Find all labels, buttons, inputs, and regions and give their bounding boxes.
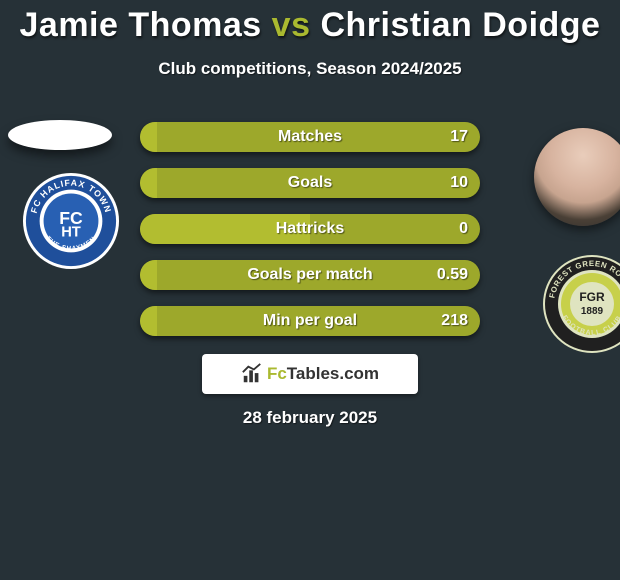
stat-bar: Hattricks 0: [140, 214, 480, 244]
stat-label: Goals: [140, 168, 480, 198]
club-badge-left: FC HALIFAX TOWN THE SHAYMEN FC HT: [22, 172, 120, 270]
stat-label: Goals per match: [140, 260, 480, 290]
stat-bars: Matches 17 Goals 10 Hattricks 0 Goals pe…: [140, 122, 480, 352]
svg-text:1889: 1889: [581, 306, 604, 317]
avatar-player2: [534, 128, 620, 226]
title-vs: vs: [272, 6, 311, 44]
brand-logo: FcTables.com: [202, 354, 418, 394]
stat-value-right: 10: [450, 168, 468, 198]
date-text: 28 february 2025: [0, 408, 620, 428]
stat-label: Min per goal: [140, 306, 480, 336]
stat-value-right: 0.59: [437, 260, 468, 290]
comparison-title: Jamie Thomas vs Christian Doidge: [0, 0, 620, 45]
stat-label: Hattricks: [140, 214, 480, 244]
stat-value-right: 17: [450, 122, 468, 152]
avatar-player1: [8, 120, 112, 150]
stat-bar: Goals per match 0.59: [140, 260, 480, 290]
title-player1: Jamie Thomas: [20, 6, 262, 44]
subtitle: Club competitions, Season 2024/2025: [0, 59, 620, 79]
stat-value-right: 218: [441, 306, 468, 336]
bar-chart-icon: [241, 363, 263, 385]
stat-label: Matches: [140, 122, 480, 152]
club-badge-right: FOREST GREEN ROVERS FOOTBALL CLUB FGR 18…: [542, 254, 620, 354]
svg-text:HT: HT: [61, 225, 81, 241]
brand-text: FcTables.com: [267, 364, 379, 384]
stat-value-right: 0: [459, 214, 468, 244]
stat-bar: Matches 17: [140, 122, 480, 152]
title-player2: Christian Doidge: [320, 6, 600, 44]
stat-bar: Min per goal 218: [140, 306, 480, 336]
svg-text:FGR: FGR: [579, 290, 605, 304]
stat-bar: Goals 10: [140, 168, 480, 198]
